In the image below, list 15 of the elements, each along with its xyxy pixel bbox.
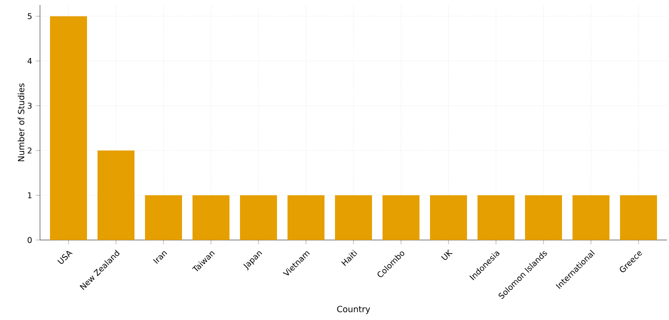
bar bbox=[98, 150, 134, 240]
bar bbox=[240, 195, 278, 240]
bar bbox=[335, 195, 372, 240]
bar bbox=[145, 195, 182, 240]
bar bbox=[382, 195, 420, 240]
y-axis-title: Number of Studies bbox=[18, 83, 24, 162]
bar bbox=[430, 195, 468, 240]
bar bbox=[50, 16, 87, 240]
bar bbox=[478, 195, 515, 240]
bar bbox=[288, 195, 325, 240]
bar bbox=[572, 195, 610, 240]
bar bbox=[620, 195, 658, 240]
bar bbox=[192, 195, 230, 240]
bar bbox=[525, 195, 562, 240]
x-axis-title: Country bbox=[337, 306, 370, 314]
